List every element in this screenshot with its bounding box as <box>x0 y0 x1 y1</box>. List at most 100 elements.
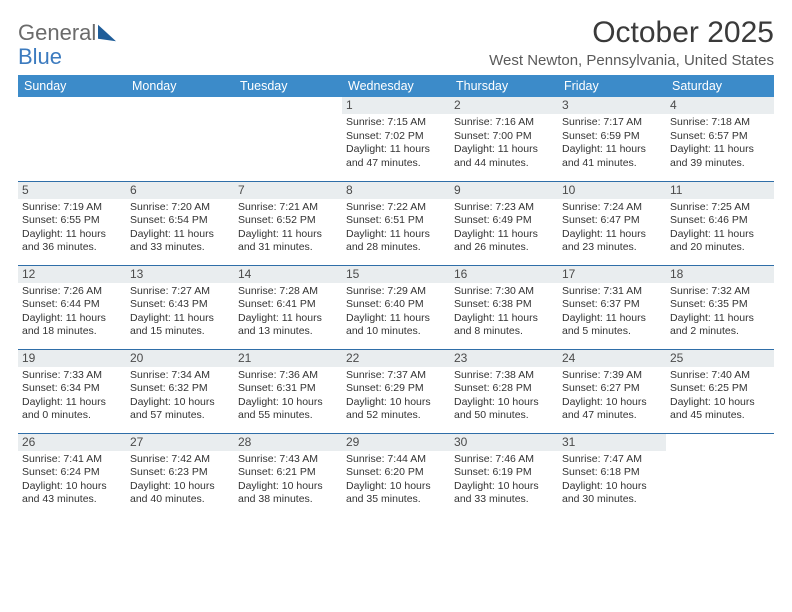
calendar-day-cell: 28Sunrise: 7:43 AMSunset: 6:21 PMDayligh… <box>234 433 342 517</box>
sunrise-line: Sunrise: 7:36 AM <box>238 369 338 382</box>
sail-icon <box>98 25 116 42</box>
day-number: 29 <box>342 434 450 451</box>
sunset-line: Sunset: 6:49 PM <box>454 214 554 227</box>
sunrise-line: Sunrise: 7:15 AM <box>346 116 446 129</box>
sunset-line: Sunset: 6:20 PM <box>346 466 446 479</box>
day-number: 1 <box>342 97 450 114</box>
day-number: 31 <box>558 434 666 451</box>
daylight-line: Daylight: 10 hours and 40 minutes. <box>130 480 230 507</box>
calendar-day-cell: 9Sunrise: 7:23 AMSunset: 6:49 PMDaylight… <box>450 181 558 265</box>
calendar-day-cell: 15 Sunrise: 7:29 AMSunset: 6:40 PMDayligh… <box>342 265 450 349</box>
day-number: 15 <box>342 266 450 283</box>
day-number: 28 <box>234 434 342 451</box>
sunset-line: Sunset: 6:46 PM <box>670 214 770 227</box>
sunrise-line: Sunrise: 7:26 AM <box>22 285 122 298</box>
calendar-day-cell: 19Sunrise: 7:33 AMSunset: 6:34 PMDayligh… <box>18 349 126 433</box>
day-number: 11 <box>666 182 774 199</box>
sunrise-line: Sunrise: 7:29 AM <box>346 285 446 298</box>
day-number: 18 <box>666 266 774 283</box>
sunrise-line: Sunrise: 7:16 AM <box>454 116 554 129</box>
daylight-line: Daylight: 10 hours and 50 minutes. <box>454 396 554 423</box>
daylight-line: Daylight: 11 hours and 28 minutes. <box>346 228 446 255</box>
calendar-day-cell: 3Sunrise: 7:17 AMSunset: 6:59 PMDaylight… <box>558 97 666 181</box>
weekday-header: Friday <box>558 75 666 97</box>
sunrise-line: Sunrise: 7:25 AM <box>670 201 770 214</box>
calendar-day-cell: 1Sunrise: 7:15 AMSunset: 7:02 PMDaylight… <box>342 97 450 181</box>
day-number: 24 <box>558 350 666 367</box>
calendar-body: 1Sunrise: 7:15 AMSunset: 7:02 PMDaylight… <box>18 97 774 517</box>
day-number: 23 <box>450 350 558 367</box>
sunrise-line: Sunrise: 7:33 AM <box>22 369 122 382</box>
weekday-header: Thursday <box>450 75 558 97</box>
day-number: 14 <box>234 266 342 283</box>
calendar-week-row: 26Sunrise: 7:41 AMSunset: 6:24 PMDayligh… <box>18 433 774 517</box>
sunrise-line: Sunrise: 7:28 AM <box>238 285 338 298</box>
sunset-line: Sunset: 6:31 PM <box>238 382 338 395</box>
calendar-week-row: 19Sunrise: 7:33 AMSunset: 6:34 PMDayligh… <box>18 349 774 433</box>
daylight-line: Daylight: 10 hours and 45 minutes. <box>670 396 770 423</box>
day-number: 21 <box>234 350 342 367</box>
calendar-day-cell: 4Sunrise: 7:18 AMSunset: 6:57 PMDaylight… <box>666 97 774 181</box>
day-number: 4 <box>666 97 774 114</box>
sunset-line: Sunset: 6:59 PM <box>562 130 662 143</box>
day-number: 26 <box>18 434 126 451</box>
sunrise-line: Sunrise: 7:47 AM <box>562 453 662 466</box>
calendar-day-cell: 5Sunrise: 7:19 AMSunset: 6:55 PMDaylight… <box>18 181 126 265</box>
day-number: 10 <box>558 182 666 199</box>
calendar-day-cell: 14Sunrise: 7:28 AMSunset: 6:41 PMDayligh… <box>234 265 342 349</box>
daylight-line: Daylight: 11 hours and 39 minutes. <box>670 143 770 170</box>
daylight-line: Daylight: 11 hours and 13 minutes. <box>238 312 338 339</box>
sunrise-line: Sunrise: 7:41 AM <box>22 453 122 466</box>
calendar-day-cell: 10Sunrise: 7:24 AMSunset: 6:47 PMDayligh… <box>558 181 666 265</box>
calendar-day-cell: 8Sunrise: 7:22 AMSunset: 6:51 PMDaylight… <box>342 181 450 265</box>
sunrise-line: Sunrise: 7:17 AM <box>562 116 662 129</box>
calendar-day-cell: 29Sunrise: 7:44 AMSunset: 6:20 PMDayligh… <box>342 433 450 517</box>
calendar-day-cell <box>666 433 774 517</box>
daylight-line: Daylight: 10 hours and 30 minutes. <box>562 480 662 507</box>
brand-part1: General <box>18 20 96 45</box>
sunset-line: Sunset: 6:27 PM <box>562 382 662 395</box>
brand-logo: GeneralBlue <box>18 12 116 68</box>
daylight-line: Daylight: 11 hours and 31 minutes. <box>238 228 338 255</box>
daylight-line: Daylight: 11 hours and 26 minutes. <box>454 228 554 255</box>
sunset-line: Sunset: 6:51 PM <box>346 214 446 227</box>
sunrise-line: Sunrise: 7:42 AM <box>130 453 230 466</box>
calendar-header-row: Sunday Monday Tuesday Wednesday Thursday… <box>18 75 774 97</box>
day-number: 13 <box>126 266 234 283</box>
sunrise-line: Sunrise: 7:19 AM <box>22 201 122 214</box>
weekday-header: Sunday <box>18 75 126 97</box>
sunrise-line: Sunrise: 7:20 AM <box>130 201 230 214</box>
daylight-line: Daylight: 10 hours and 47 minutes. <box>562 396 662 423</box>
sunset-line: Sunset: 6:37 PM <box>562 298 662 311</box>
daylight-line: Daylight: 11 hours and 10 minutes. <box>346 312 446 339</box>
calendar-week-row: 5 Sunrise: 7:19 AMSunset: 6:55 PM Daylight… <box>18 181 774 265</box>
daylight-line: Daylight: 11 hours and 15 minutes. <box>130 312 230 339</box>
weekday-header: Wednesday <box>342 75 450 97</box>
daylight-line: Daylight: 10 hours and 57 minutes. <box>130 396 230 423</box>
sunrise-line: Sunrise: 7:30 AM <box>454 285 554 298</box>
sunset-line: Sunset: 7:00 PM <box>454 130 554 143</box>
sunset-line: Sunset: 6:18 PM <box>562 466 662 479</box>
day-number: 17 <box>558 266 666 283</box>
day-number: 25 <box>666 350 774 367</box>
calendar-day-cell: 22Sunrise: 7:37 AMSunset: 6:29 PMDayligh… <box>342 349 450 433</box>
day-number: 7 <box>234 182 342 199</box>
calendar-day-cell: 18Sunrise: 7:32 AMSunset: 6:35 PMDayligh… <box>666 265 774 349</box>
weekday-header: Saturday <box>666 75 774 97</box>
calendar-day-cell: 6Sunrise: 7:20 AMSunset: 6:54 PMDaylight… <box>126 181 234 265</box>
sunrise-line: Sunrise: 7:18 AM <box>670 116 770 129</box>
calendar-day-cell: 21Sunrise: 7:36 AMSunset: 6:31 PMDayligh… <box>234 349 342 433</box>
day-number: 5 <box>18 182 126 199</box>
sunset-line: Sunset: 6:35 PM <box>670 298 770 311</box>
calendar-day-cell <box>126 97 234 181</box>
sunset-line: Sunset: 6:54 PM <box>130 214 230 227</box>
sunrise-line: Sunrise: 7:24 AM <box>562 201 662 214</box>
calendar-day-cell: 24Sunrise: 7:39 AMSunset: 6:27 PMDayligh… <box>558 349 666 433</box>
daylight-line: Daylight: 11 hours and 33 minutes. <box>130 228 230 255</box>
sunset-line: Sunset: 6:40 PM <box>346 298 446 311</box>
sunset-line: Sunset: 6:55 PM <box>22 214 122 227</box>
sunset-line: Sunset: 6:19 PM <box>454 466 554 479</box>
daylight-line: Daylight: 11 hours and 5 minutes. <box>562 312 662 339</box>
daylight-line: Daylight: 10 hours and 43 minutes. <box>22 480 122 507</box>
daylight-line: Daylight: 11 hours and 18 minutes. <box>22 312 122 339</box>
